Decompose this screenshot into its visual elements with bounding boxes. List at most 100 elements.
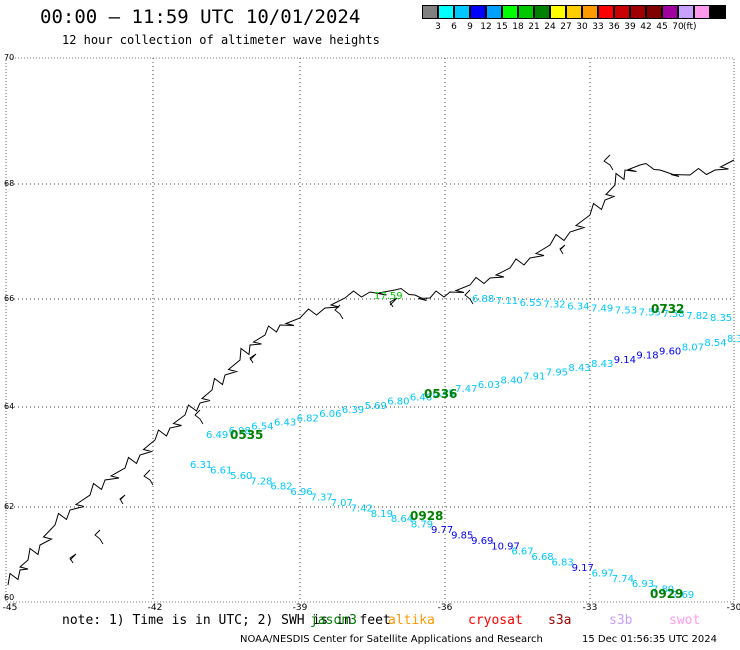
lon-label: -39 <box>293 603 308 613</box>
swh-value: 7.49 <box>591 304 613 315</box>
legend-swatch <box>662 5 678 19</box>
swh-value: 6.43 <box>274 417 296 428</box>
swh-value: 7.58 <box>662 309 684 320</box>
coastline-fjord <box>389 297 398 308</box>
legend-swatch <box>678 5 694 19</box>
swh-value: 6.03 <box>478 380 500 391</box>
legend-swatch <box>438 5 454 19</box>
coastline-fjord <box>334 304 344 320</box>
swh-value: 8.64 <box>391 514 413 525</box>
coastline-fjord <box>69 553 77 564</box>
coastline-fjord <box>603 154 614 171</box>
swh-value: 7.53 <box>615 305 637 316</box>
map-title: 00:00 – 11:59 UTC 10/01/2024 <box>40 6 361 28</box>
pass-time-label: 0928 <box>410 509 443 523</box>
swh-value: 6.06 <box>319 409 341 420</box>
legend-swatch <box>486 5 502 19</box>
swh-value: 6.61 <box>210 465 232 476</box>
swh-value: 6.49 <box>206 430 228 441</box>
legend-label: 18 <box>512 22 524 32</box>
swh-value: 6.97 <box>592 568 614 579</box>
coastline-fjord <box>194 409 204 425</box>
legend-swatch <box>614 5 630 19</box>
credit-line: NOAA/NESDIS Center for Satellite Applica… <box>240 634 543 645</box>
lat-label: 64 <box>4 402 14 411</box>
legend-swatch <box>694 5 710 19</box>
lat-label: 70 <box>4 53 14 62</box>
axis-labels: -45 -42 -39 -36 -33 -30 70 68 66 64 62 60 <box>3 53 740 613</box>
map-grid <box>5 57 735 603</box>
legend-label: 42 <box>640 22 652 32</box>
legend-label: 27 <box>560 22 572 32</box>
swh-value: 8.3 <box>727 334 740 345</box>
legend-swatch <box>422 5 438 19</box>
footer-note: note: 1) Time is in UTC; 2) SWH is in fe… <box>62 613 391 628</box>
legend-swatch <box>550 5 566 19</box>
coastline-fjord <box>559 244 566 255</box>
swh-value: 7.80 <box>652 585 674 596</box>
legend-label: 33 <box>592 22 604 32</box>
lat-label: 68 <box>4 179 14 188</box>
swh-value: 6.80 <box>387 397 409 408</box>
legend-swatch <box>518 5 534 19</box>
lon-label: -45 <box>3 603 18 613</box>
pass-time-label: 0732 <box>651 302 684 316</box>
greenland-coastline <box>7 154 735 586</box>
map-subtitle: 12 hour collection of altimeter wave hei… <box>62 33 380 47</box>
swh-value: 8.40 <box>500 376 522 387</box>
coastline-fjord <box>119 494 126 505</box>
swh-value: 5.69 <box>365 401 387 412</box>
mission-label-s3a: s3a <box>548 613 572 628</box>
swh-value: 8.54 <box>704 338 726 349</box>
swh-value: 6.98 <box>229 426 251 437</box>
coastline-fjord <box>249 353 257 364</box>
swh-value: 6.31 <box>190 460 212 471</box>
lon-label: -36 <box>438 603 453 613</box>
legend-label: 30 <box>576 22 588 32</box>
swh-value: 6.54 <box>251 422 273 433</box>
swh-value: 6.82 <box>297 413 319 424</box>
swh-value: 8.43 <box>568 363 590 374</box>
legend-swatch <box>582 5 598 19</box>
legend-label: 45 <box>656 22 668 32</box>
swh-value: 7.28 <box>250 476 272 487</box>
legend-swatch <box>502 5 518 19</box>
swh-value: 9.18 <box>636 351 658 362</box>
coastline-fjord <box>143 469 154 486</box>
legend-swatch <box>630 5 646 19</box>
generated-timestamp: 15 Dec 01:56:35 UTC 2024 <box>582 634 717 645</box>
swh-value: 8.43 <box>591 359 613 370</box>
legend-label: 70 <box>672 22 684 32</box>
swh-value: 7.07 <box>331 498 353 509</box>
legend-label: 3 <box>435 22 441 32</box>
swh-value: 8.79 <box>411 520 433 531</box>
swh-value: 7.47 <box>455 384 477 395</box>
pass-time-label: 0536 <box>424 387 457 401</box>
legend-swatch <box>454 5 470 19</box>
swh-value: 6.93 <box>632 579 654 590</box>
swh-value: 8.07 <box>682 342 704 353</box>
legend-label: 6 <box>451 22 457 32</box>
swh-value: 6.96 <box>290 487 312 498</box>
mission-label-altika: altika <box>388 613 435 628</box>
swh-value: 7.82 <box>686 311 708 322</box>
swh-value: 6.34 <box>567 302 589 313</box>
swh-value: 9.85 <box>451 530 473 541</box>
swh-value: 6.88 <box>472 294 494 305</box>
swh-value: 9.17 <box>572 563 594 574</box>
swh-value: 7.74 <box>612 574 634 585</box>
legend-label: 9 <box>467 22 473 32</box>
swh-value: 6.39 <box>342 405 364 416</box>
swh-value: 7.42 <box>351 503 373 514</box>
swh-value: 9.69 <box>471 536 493 547</box>
swh-value: 6.46 <box>410 392 432 403</box>
swh-value: 7.32 <box>543 300 565 311</box>
swh-value: 7.11 <box>496 296 518 307</box>
swh-value: 7.95 <box>546 367 568 378</box>
legend-label: 24 <box>544 22 556 32</box>
pass-time-label: 0535 <box>230 428 263 442</box>
swh-value: 6.55 <box>520 298 542 309</box>
lat-label: 66 <box>4 294 14 303</box>
lon-label: -30 <box>727 603 740 613</box>
swh-value: 9.77 <box>431 525 453 536</box>
